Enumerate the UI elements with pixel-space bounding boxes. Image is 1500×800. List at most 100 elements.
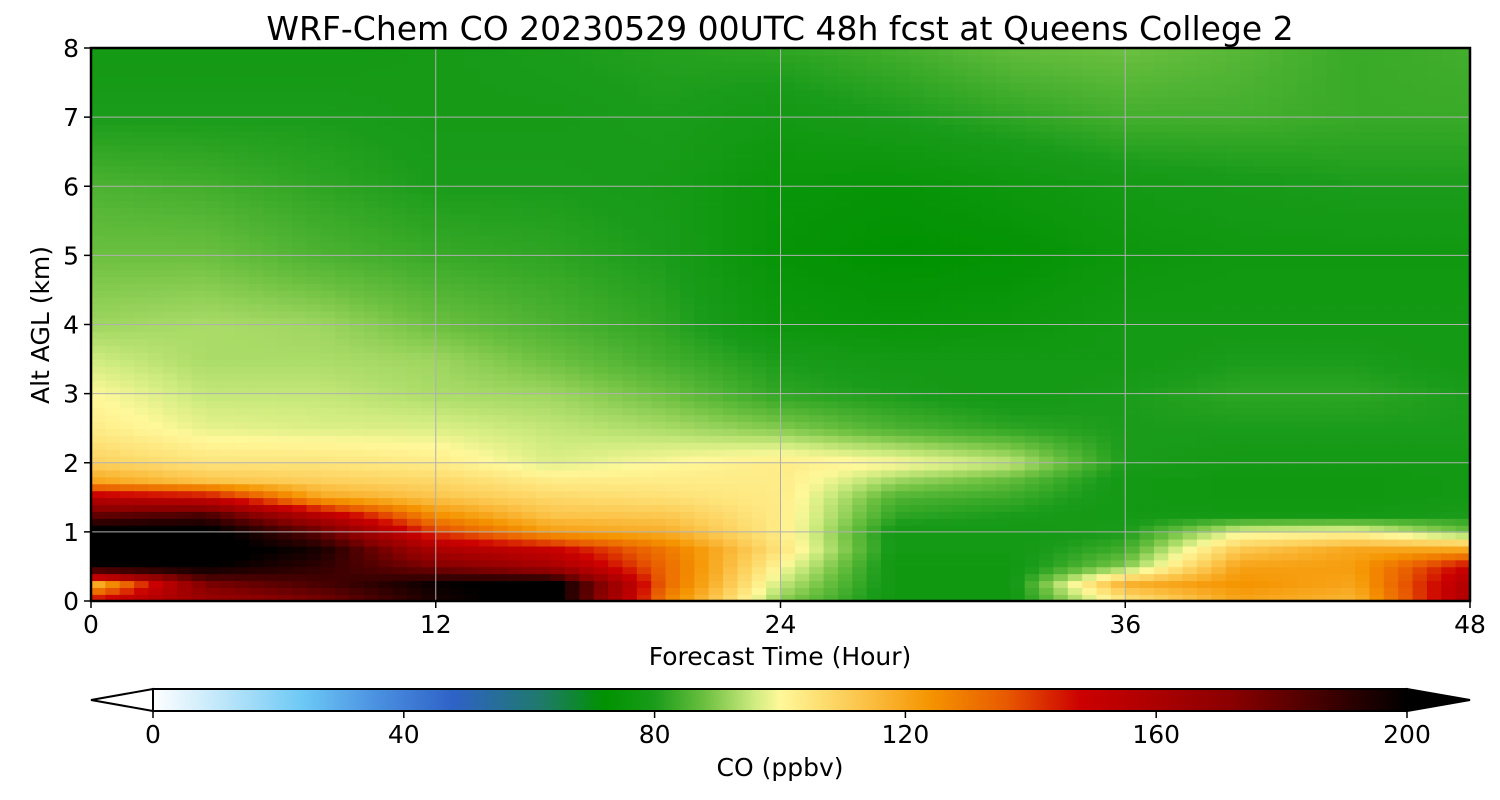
heatmap-cell xyxy=(579,504,595,512)
heatmap-cell xyxy=(162,276,178,284)
heatmap-cell xyxy=(636,117,653,125)
heatmap-cell xyxy=(277,48,293,56)
heatmap-cell xyxy=(852,124,868,132)
heatmap-cell xyxy=(464,193,480,201)
heatmap-cell xyxy=(378,276,394,284)
heatmap-cell xyxy=(593,220,609,229)
heatmap-cell xyxy=(737,428,753,436)
heatmap-cell xyxy=(435,462,451,471)
heatmap-cell xyxy=(909,310,925,319)
heatmap-cell xyxy=(306,331,322,340)
heatmap-cell xyxy=(636,137,653,146)
heatmap-cell xyxy=(320,566,336,575)
heatmap-cell xyxy=(837,276,854,284)
heatmap-cell xyxy=(478,566,494,575)
heatmap-cell xyxy=(837,580,854,588)
heatmap-cell xyxy=(579,276,595,284)
heatmap-cell xyxy=(450,165,466,174)
heatmap-cell xyxy=(134,61,150,70)
heatmap-cell xyxy=(148,54,164,63)
heatmap-cell xyxy=(205,365,222,374)
heatmap-cell xyxy=(622,255,638,264)
heatmap-cell xyxy=(349,144,365,153)
heatmap-cell xyxy=(866,310,882,319)
heatmap-cell xyxy=(967,352,983,360)
heatmap-cell xyxy=(134,193,150,201)
heatmap-cell xyxy=(363,317,380,326)
heatmap-cell xyxy=(665,428,681,436)
heatmap-cell xyxy=(234,61,250,70)
heatmap-cell xyxy=(924,511,940,519)
heatmap-cell xyxy=(723,338,739,347)
heatmap-cell xyxy=(134,172,150,181)
heatmap-cell xyxy=(435,400,451,409)
heatmap-cell xyxy=(751,531,767,540)
heatmap-cell xyxy=(335,248,351,257)
heatmap-cell xyxy=(249,435,265,443)
heatmap-cell xyxy=(507,48,523,56)
heatmap-cell xyxy=(292,511,308,519)
heatmap-cell xyxy=(837,179,854,188)
heatmap-cell xyxy=(91,559,107,568)
heatmap-cell xyxy=(220,206,236,215)
heatmap-cell xyxy=(694,338,710,347)
heatmap-cell xyxy=(881,490,897,499)
heatmap-cell xyxy=(493,68,509,77)
heatmap-cell xyxy=(895,469,911,478)
heatmap-cell xyxy=(234,276,250,284)
heatmap-cell xyxy=(593,469,609,478)
heatmap-cell xyxy=(881,524,897,533)
heatmap-cell xyxy=(162,200,178,208)
heatmap-cell xyxy=(823,338,839,347)
heatmap-cell xyxy=(536,455,552,464)
heatmap-cell xyxy=(234,462,250,471)
heatmap-cell xyxy=(277,200,293,208)
heatmap-cell xyxy=(881,386,897,395)
heatmap-cell xyxy=(119,75,135,84)
heatmap-cell xyxy=(105,566,121,575)
heatmap-cell xyxy=(220,587,236,595)
heatmap-cell xyxy=(119,331,135,340)
heatmap-cell xyxy=(823,241,839,250)
heatmap-cell xyxy=(435,117,451,125)
heatmap-cell xyxy=(823,359,839,367)
heatmap-cell xyxy=(134,476,150,485)
heatmap-cell xyxy=(794,117,811,125)
heatmap-cell xyxy=(924,234,940,243)
heatmap-cell xyxy=(708,248,724,257)
heatmap-cell xyxy=(363,200,380,208)
heatmap-cell xyxy=(306,248,322,257)
heatmap-cell xyxy=(521,103,538,112)
heatmap-cell xyxy=(895,317,911,326)
heatmap-cell xyxy=(967,48,983,56)
heatmap-cell xyxy=(550,75,566,84)
heatmap-cell xyxy=(751,428,767,436)
heatmap-cell xyxy=(909,96,925,105)
heatmap-cell xyxy=(579,137,595,146)
heatmap-cell xyxy=(938,442,954,450)
heatmap-cell xyxy=(292,96,308,105)
heatmap-cell xyxy=(407,296,423,305)
heatmap-cell xyxy=(924,151,940,160)
heatmap-cell xyxy=(521,220,538,229)
heatmap-cell xyxy=(751,365,767,374)
heatmap-cell xyxy=(794,193,811,201)
heatmap-cell xyxy=(766,289,782,298)
heatmap-cell xyxy=(622,421,638,429)
heatmap-cell xyxy=(335,82,351,91)
heatmap-cell xyxy=(837,96,854,105)
heatmap-cell xyxy=(852,186,868,194)
heatmap-cell xyxy=(507,227,523,236)
heatmap-cell xyxy=(119,448,135,457)
heatmap-cell xyxy=(363,310,380,319)
heatmap-cell xyxy=(794,206,811,215)
heatmap-cell xyxy=(234,117,250,125)
heatmap-cell xyxy=(608,324,624,333)
heatmap-cell xyxy=(622,68,638,77)
heatmap-cell xyxy=(478,158,494,167)
heatmap-cell xyxy=(349,462,365,471)
heatmap-cell xyxy=(105,407,121,416)
heatmap-cell xyxy=(306,130,322,139)
heatmap-cell xyxy=(277,469,293,478)
heatmap-cell xyxy=(536,386,552,395)
